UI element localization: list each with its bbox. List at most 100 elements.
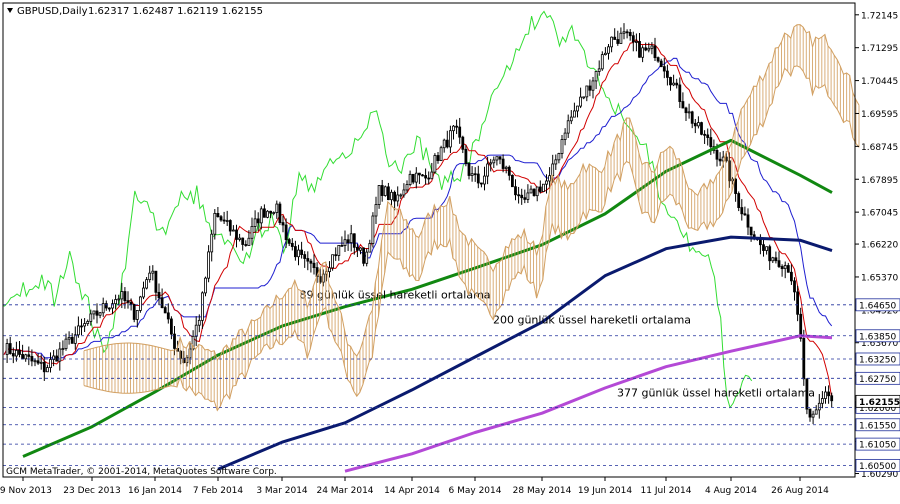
candle-body: [486, 163, 490, 177]
candle-body: [293, 246, 297, 258]
candle-body: [693, 122, 697, 127]
candle-body: [597, 68, 601, 72]
candle-body: [421, 174, 424, 177]
candle-body: [337, 244, 341, 256]
x-tick-label: 11 Jul 2014: [641, 486, 692, 496]
candle-body: [783, 265, 787, 270]
candle-body: [331, 254, 335, 269]
candle-body: [80, 325, 83, 328]
candle-body: [33, 360, 37, 363]
candle-body: [610, 36, 613, 48]
candle-body: [49, 359, 52, 368]
candle-body: [594, 71, 598, 82]
candle-body: [591, 80, 595, 91]
candle-body: [64, 338, 68, 349]
candle-body: [275, 203, 279, 213]
y-tick-label: 1.69595: [861, 110, 898, 120]
candle-body: [455, 125, 459, 128]
candle-body: [253, 218, 257, 227]
candle-body: [817, 402, 821, 411]
candle-body: [777, 260, 781, 267]
candle-body: [244, 244, 248, 246]
candle-body: [145, 279, 149, 289]
candle-body: [510, 174, 514, 188]
candle-body: [108, 307, 111, 310]
candle-body: [495, 156, 499, 161]
candle-body: [445, 139, 449, 148]
candle-body: [560, 139, 564, 154]
candle-body: [461, 136, 465, 150]
x-axis: 29 Nov 2013 23 Dec 2013 16 Jan 2014 7 Feb 2…: [0, 477, 829, 496]
level-price-tag: [855, 298, 900, 312]
y-tick-label: 1.68745: [861, 143, 898, 153]
candle-body: [427, 177, 431, 180]
candle-body: [77, 325, 80, 336]
candle-body: [638, 41, 641, 58]
candle-body: [135, 310, 139, 320]
candle-body: [659, 60, 663, 68]
candle-body: [269, 210, 273, 214]
candle-body: [715, 149, 719, 160]
current-price-tag: [855, 394, 900, 408]
kijun-line: [3, 57, 833, 359]
y-tick-label: 1.67895: [861, 176, 898, 186]
y-axis: 1.72145 1.71295 1.70445 1.69595 1.68745 1.678…: [855, 11, 900, 480]
y-tick-label: 1.71295: [861, 44, 898, 54]
candle-body: [154, 270, 158, 293]
level-price-label: 1.62000: [859, 404, 896, 414]
candle-body: [117, 298, 121, 301]
candle-body: [644, 47, 648, 51]
candle-body: [173, 333, 176, 349]
candle-body: [452, 125, 455, 132]
y-tick-label: 1.63670: [861, 339, 898, 349]
level-price-label: 1.64650: [859, 301, 896, 311]
candle-body: [492, 159, 496, 164]
candle-body: [160, 297, 164, 309]
candle-body: [746, 214, 750, 228]
candle-body: [197, 319, 201, 326]
candle-body: [303, 254, 307, 259]
candle-body: [207, 251, 211, 279]
candle-body: [396, 194, 400, 202]
candle-body: [241, 237, 245, 245]
candle-body: [647, 47, 651, 51]
y-tick-label: 1.60290: [861, 470, 898, 480]
level-price-tag: [855, 418, 900, 432]
candle-body: [123, 291, 127, 302]
candle-body: [669, 77, 672, 86]
candle-body: [194, 324, 198, 337]
x-tick-label: 24 Mar 2014: [316, 486, 373, 496]
candle-body: [390, 191, 393, 201]
candle-body: [526, 192, 530, 200]
candle-body: [786, 265, 790, 273]
candle-body: [442, 139, 446, 149]
candle-body: [650, 45, 654, 49]
candle-body: [579, 96, 582, 107]
candle-body: [662, 66, 666, 72]
candle-body: [266, 210, 269, 218]
candle-body: [225, 220, 229, 222]
candle-body: [411, 173, 415, 183]
candle-body: [709, 137, 713, 148]
candle-body: [808, 408, 812, 418]
candle-body: [95, 310, 99, 316]
candle-body: [737, 193, 741, 208]
candle-body: [762, 244, 765, 251]
candle-body: [247, 237, 251, 246]
candle-body: [768, 246, 772, 262]
candle-body: [479, 182, 483, 185]
candle-body: [278, 203, 282, 223]
candle-body: [780, 266, 784, 270]
candle-body: [365, 251, 369, 264]
candle-body: [566, 120, 570, 134]
candle-body: [362, 247, 366, 264]
candle-body: [501, 158, 505, 169]
candle-body: [297, 249, 300, 258]
candle-body: [200, 292, 204, 321]
candle-body: [89, 313, 93, 322]
copyright-text: GCM MetaTrader, © 2001-2014, MetaQuotes …: [6, 467, 277, 477]
candle-body: [718, 158, 722, 162]
candle-body: [563, 132, 567, 140]
